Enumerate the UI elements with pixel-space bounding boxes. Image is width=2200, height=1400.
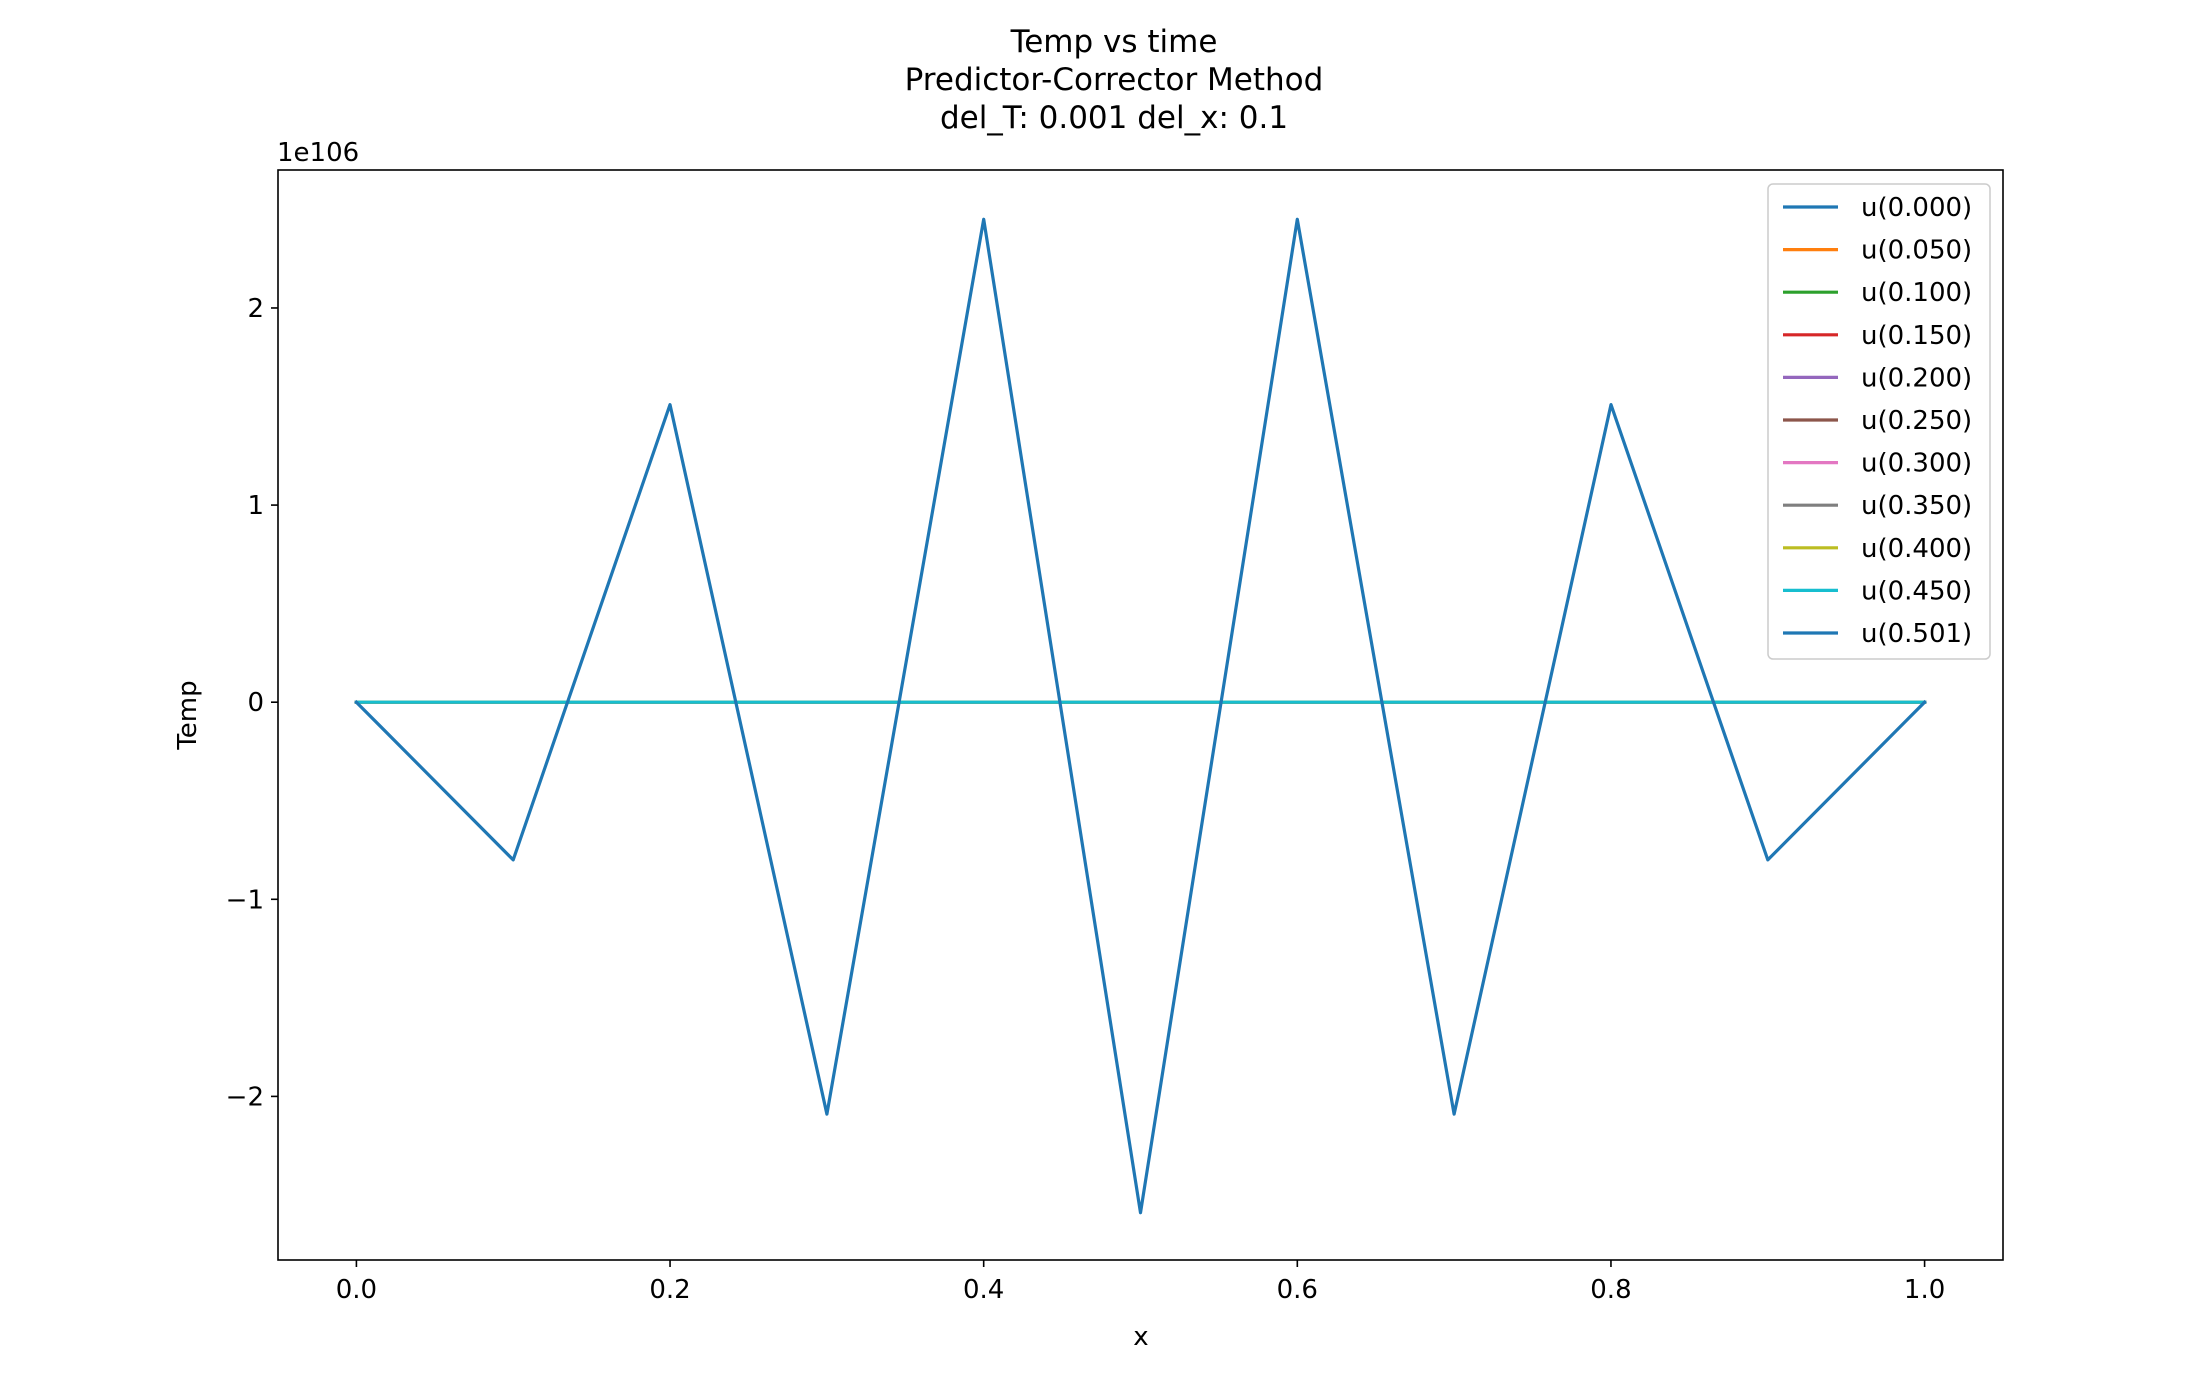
x-axis-label: x xyxy=(1133,1322,1148,1352)
legend-label-2: u(0.100) xyxy=(1861,278,1972,308)
y-tick-label: −1 xyxy=(226,885,264,915)
legend-box xyxy=(1767,183,1991,660)
legend-label-9: u(0.450) xyxy=(1861,576,1972,606)
chart-title-line-2: Predictor-Corrector Method xyxy=(905,62,1324,98)
x-tick-label: 0.0 xyxy=(336,1275,377,1305)
x-tick-label: 0.6 xyxy=(1277,1275,1318,1305)
series-line-10 xyxy=(354,217,1927,1215)
legend-label-4: u(0.200) xyxy=(1861,363,1972,393)
y-axis-offset-label: 1e106 xyxy=(277,138,359,168)
x-tick-label: 0.8 xyxy=(1590,1275,1631,1305)
legend-label-3: u(0.150) xyxy=(1861,321,1972,351)
chart-title-line-1: Temp vs time xyxy=(1010,24,1218,60)
legend-label-10: u(0.501) xyxy=(1861,619,1972,649)
y-axis-ticks: −2 −1 0 1 2 xyxy=(226,294,278,1112)
x-tick-label: 0.2 xyxy=(649,1275,690,1305)
legend-label-7: u(0.350) xyxy=(1861,491,1972,521)
legend: u(0.000) u(0.050) u(0.100) u(0.150) u(0.200)… xyxy=(1767,183,1991,660)
y-axis-label: Temp xyxy=(173,680,203,750)
legend-label-5: u(0.250) xyxy=(1861,406,1972,436)
y-tick-label: 0 xyxy=(247,688,264,718)
plot-lines xyxy=(354,217,1927,1215)
legend-label-8: u(0.400) xyxy=(1861,534,1972,564)
y-tick-label: 2 xyxy=(247,294,264,324)
chart-title-line-3: del_T: 0.001 del_x: 0.1 xyxy=(940,100,1288,136)
x-tick-label: 1.0 xyxy=(1904,1275,1945,1305)
y-tick-label: −2 xyxy=(226,1082,264,1112)
legend-label-1: u(0.050) xyxy=(1861,236,1972,266)
plot-frame xyxy=(277,169,2004,1261)
legend-label-0: u(0.000) xyxy=(1861,193,1972,223)
legend-label-6: u(0.300) xyxy=(1861,449,1972,479)
y-tick-label: 1 xyxy=(247,491,264,521)
x-tick-label: 0.4 xyxy=(963,1275,1004,1305)
x-axis-ticks: 0.0 0.2 0.4 0.6 0.8 1.0 xyxy=(336,1260,1945,1305)
